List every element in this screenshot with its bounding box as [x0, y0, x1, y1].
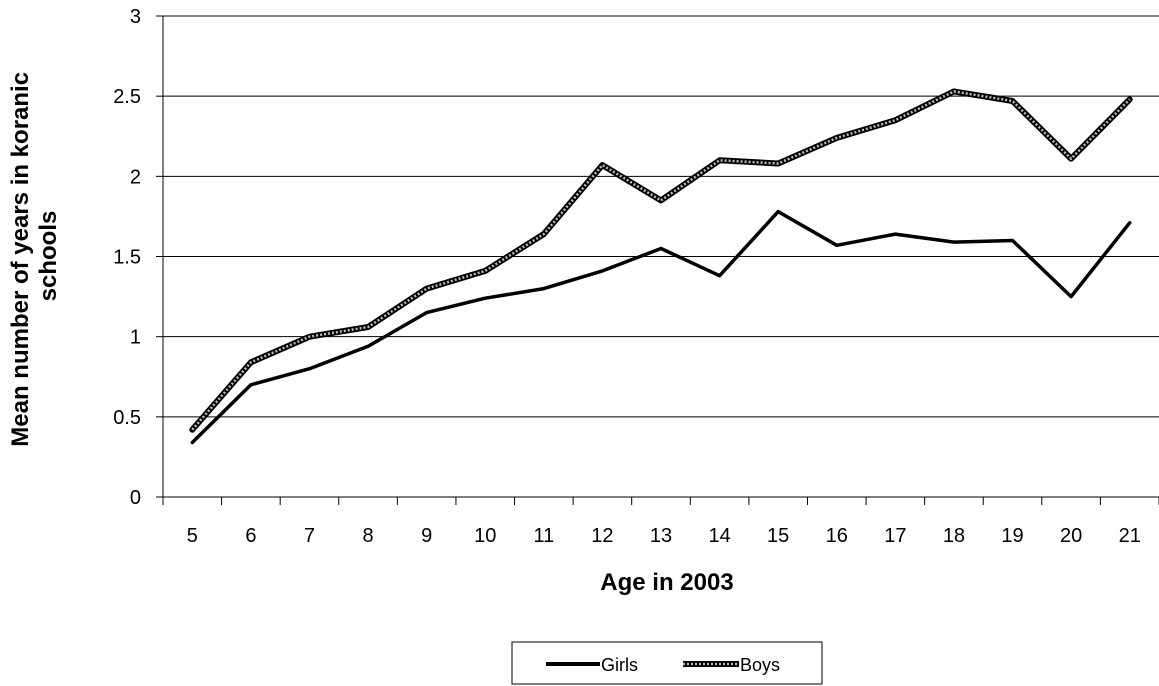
- y-tick-label: 2: [130, 166, 141, 188]
- series-line-girls: [190, 209, 1132, 445]
- series-lines: [189, 88, 1133, 445]
- x-tick-label: 6: [245, 525, 256, 547]
- series-line-boys-outline: [189, 88, 1133, 433]
- legend-label-boys: Boys: [740, 655, 780, 675]
- y-tick-label: 2.5: [113, 86, 141, 108]
- y-tick-label: 3: [130, 6, 141, 28]
- x-tick-label: 8: [362, 525, 373, 547]
- y-axis-title-line-1: Mean number of years in koranic: [7, 72, 34, 447]
- y-tick-label: 0: [130, 487, 141, 509]
- x-tick-label: 14: [708, 525, 730, 547]
- x-tick-label: 17: [884, 525, 906, 547]
- x-tick-label: 18: [943, 525, 965, 547]
- series-line-boys: [191, 90, 1131, 431]
- x-tick-labels: 5 6 7 8 9 10 11 12 13 14 15 16 17 18 19 20 21: [187, 525, 1141, 547]
- x-tick-label: 13: [650, 525, 672, 547]
- y-tick-labels: 0 0.5 1 1.5 2 2.5 3: [113, 6, 141, 509]
- axes: [156, 15, 1159, 505]
- gridlines: [163, 15, 1159, 418]
- y-tick-label: 1.5: [113, 247, 141, 269]
- x-tick-label: 10: [474, 525, 496, 547]
- x-tick-label: 12: [591, 525, 613, 547]
- legend-label-girls: Girls: [601, 655, 638, 675]
- x-tick-label: 15: [767, 525, 789, 547]
- x-tick-label: 5: [187, 525, 198, 547]
- y-tick-label: 1: [130, 327, 141, 349]
- x-tick-label: 20: [1060, 525, 1082, 547]
- x-tick-label: 9: [421, 525, 432, 547]
- y-tick-label: 0.5: [113, 407, 141, 429]
- y-axis-title-line-2: schools: [35, 211, 62, 302]
- x-tick-label: 21: [1119, 525, 1141, 547]
- x-tick-label: 7: [304, 525, 315, 547]
- x-tick-label: 16: [826, 525, 848, 547]
- x-tick-label: 19: [1001, 525, 1023, 547]
- x-axis-title: Age in 2003: [600, 569, 733, 596]
- x-tick-label: 11: [533, 525, 554, 547]
- legend: Girls Boys: [511, 641, 823, 685]
- y-axis-title: Mean number of years in koranic schools: [7, 65, 62, 446]
